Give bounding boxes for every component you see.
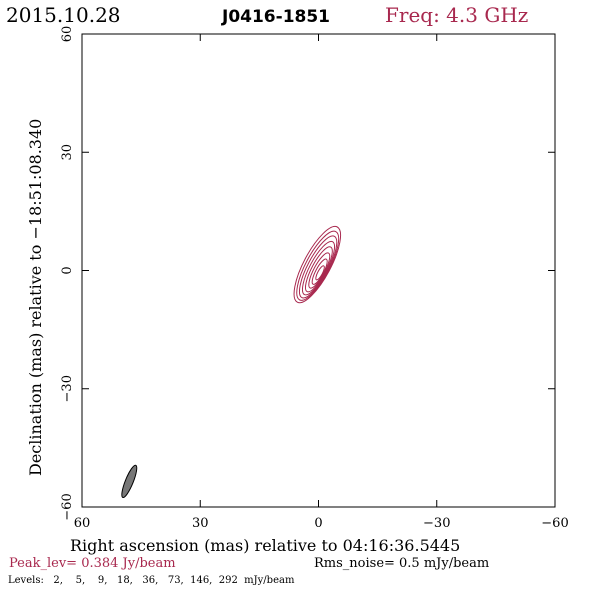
y-tick-label: −60 (60, 493, 75, 520)
y-tick-label: 30 (60, 144, 75, 161)
contour-level-36 (304, 246, 333, 293)
rms-noise: Rms_noise= 0.5 mJy/beam (314, 556, 489, 571)
beam-ellipse (121, 464, 138, 499)
x-axis-label: Right ascension (mas) relative to 04:16:… (70, 536, 460, 555)
frequency-label: Freq: 4.3 GHz (385, 3, 528, 27)
x-tick-label: 30 (192, 516, 209, 531)
beam-group (121, 464, 138, 499)
axis-ticks-group (81, 33, 556, 508)
contour-group (293, 225, 342, 304)
contour-level-146 (311, 258, 328, 285)
observation-date: 2015.10.28 (6, 3, 121, 27)
contour-level-73 (308, 252, 331, 289)
peak-level: Peak_lev= 0.384 Jy/beam (9, 556, 176, 571)
x-tick-label: 0 (314, 516, 322, 531)
contour-level-18 (301, 240, 336, 296)
x-tick-labels-group: 60 30 0 −30 −60 (74, 516, 569, 531)
y-tick-label: 60 (60, 26, 75, 43)
source-name: J0416-1851 (221, 7, 330, 27)
y-axis-label: Declination (mas) relative to −18:51:08.… (26, 119, 45, 476)
x-tick-label: 60 (74, 516, 91, 531)
y-tick-label: −30 (60, 375, 75, 402)
contour-level-292 (315, 265, 325, 281)
y-tick-label: 0 (60, 266, 75, 274)
contour-level-9 (298, 235, 338, 299)
x-tick-label: −30 (423, 516, 450, 531)
contour-level-5 (296, 230, 340, 301)
contour-levels: Levels: 2, 5, 9, 18, 36, 73, 146, 292 mJ… (8, 575, 295, 586)
y-tick-labels-group: −60 −30 0 30 60 (60, 26, 75, 521)
x-tick-label: −60 (541, 516, 568, 531)
contour-level-2 (293, 225, 342, 304)
